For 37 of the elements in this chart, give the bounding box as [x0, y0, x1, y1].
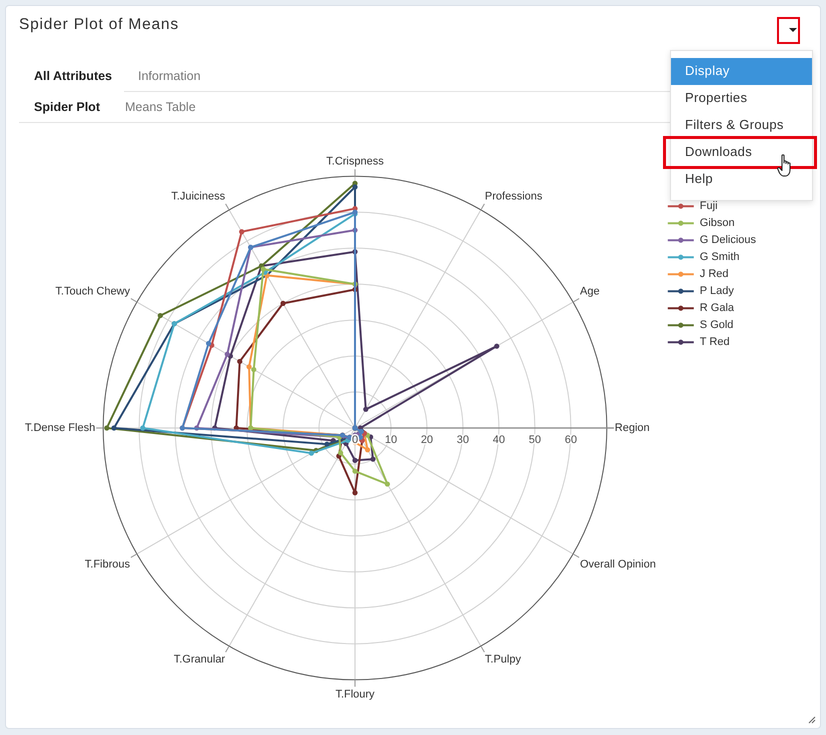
y-tick-label: 10 [384, 434, 398, 446]
spoke-label: T.Dense Flesh [24, 422, 96, 434]
text: Downloads [685, 144, 752, 160]
spoke-label: T.Juiciness [171, 190, 226, 202]
chart-title: Spider Plot of Means [19, 16, 179, 34]
text: Help [685, 171, 713, 187]
spoke-label: Region [614, 422, 650, 434]
y-tick-label: 40 [492, 434, 506, 446]
spoke-label: T.Floury [335, 688, 376, 700]
text: Properties [685, 90, 748, 106]
spoke-label: T.Granular [174, 654, 226, 666]
legend-label: G Delicious [700, 234, 757, 246]
text: All Attributes [34, 68, 112, 84]
spoke-label: Overall Opinion [580, 558, 656, 571]
spoke-label: Professions [484, 190, 543, 202]
legend-label: G Smith [700, 251, 740, 264]
text: Means Table [125, 99, 196, 115]
y-tick-label: 50 [528, 434, 541, 446]
y-tick-label: 60 [564, 434, 577, 446]
legend-label: R Gala [700, 302, 735, 314]
legend-label: T Red [700, 336, 730, 348]
text: Spider Plot [34, 99, 100, 115]
legend-label: J Red [700, 268, 729, 280]
spoke-label: T.Pulpy [484, 654, 522, 666]
text: Display [685, 63, 730, 79]
text: Information [138, 68, 201, 84]
spoke-label: Age [580, 286, 600, 298]
legend-label: P Lady [700, 285, 734, 298]
y-tick-label: 20 [420, 434, 434, 446]
spoke-label: T.Fibrous [84, 558, 130, 571]
spoke-label: T.Crispness [326, 156, 384, 168]
legend-label: S Gold [700, 319, 734, 332]
spoke-label: T.Touch Chewy [55, 286, 130, 298]
legend-label: Fuji [700, 200, 718, 212]
text: Filters & Groups [685, 117, 784, 133]
legend-label: Gibson [700, 217, 735, 230]
y-tick-label: 30 [456, 434, 470, 446]
